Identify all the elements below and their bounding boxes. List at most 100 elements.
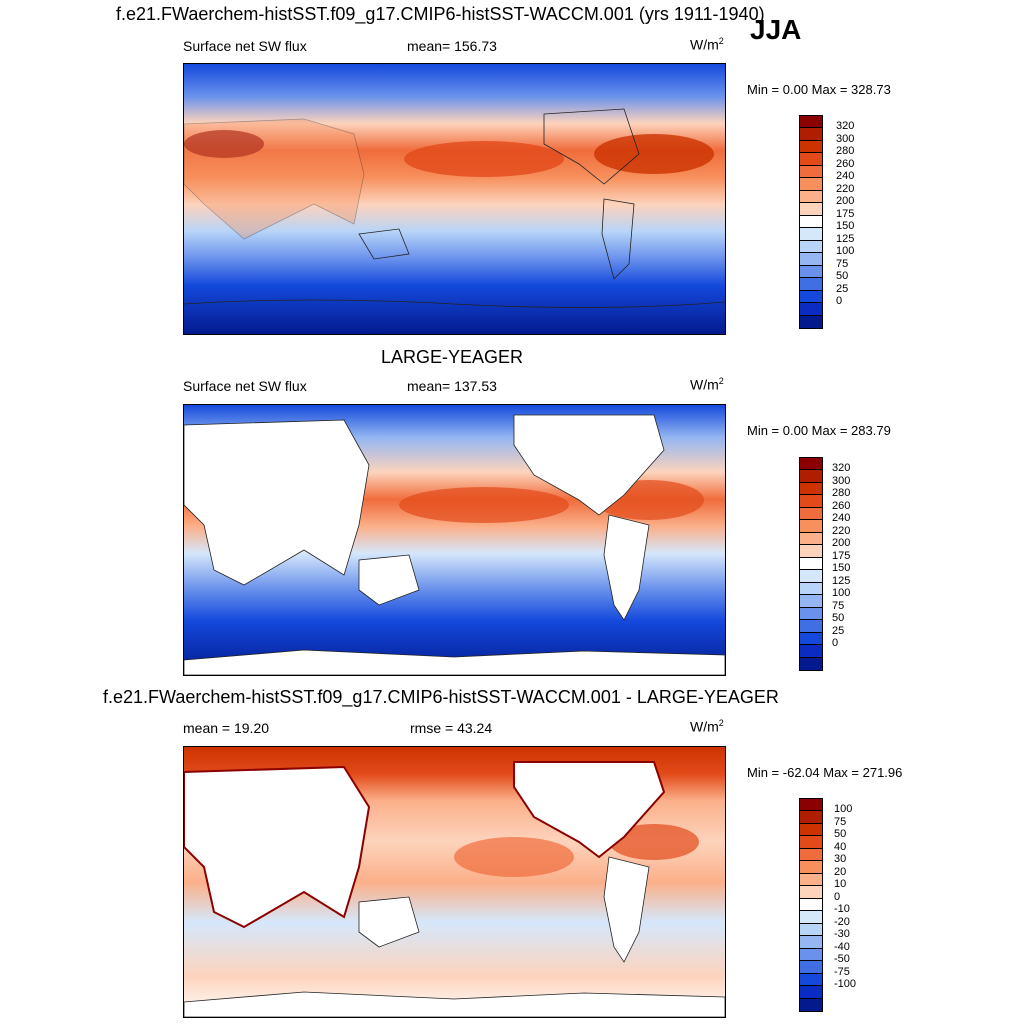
colorbar-segment: [800, 470, 822, 483]
south-america-land: [603, 514, 650, 621]
panel2-title: LARGE-YEAGER: [381, 347, 524, 367]
colorbar-tick-label: 20: [834, 865, 847, 878]
north-america-land: [513, 414, 665, 516]
australia-outline: [358, 228, 410, 260]
colorbar-segment: [800, 607, 822, 621]
panel1-minmax: Min = 0.00 Max = 328.73: [747, 82, 891, 97]
colorbar-tick-label: -40: [834, 940, 850, 953]
south-america-land: [603, 856, 650, 963]
colorbar-tick-label: -100: [834, 978, 857, 991]
sahara-high-region: [184, 130, 264, 158]
colorbar-tick-label: 50: [836, 270, 849, 283]
colorbar-segment: [800, 520, 822, 533]
colorbar-segment: [800, 657, 822, 670]
colorbar-segment: [800, 799, 822, 812]
colorbar-tick-label: 175: [836, 207, 855, 220]
antarctica-outline: [184, 299, 725, 308]
colorbar-tick-label: 260: [836, 157, 855, 170]
colorbar-tick-label: 0: [832, 637, 839, 650]
colorbar-tick-label: 25: [836, 282, 849, 295]
panel2-variable-label: Surface net SW flux: [183, 378, 307, 394]
panel2-minmax: Min = 0.00 Max = 283.79: [747, 423, 891, 438]
colorbar-segment: [800, 190, 822, 204]
colorbar-segment: [800, 873, 822, 887]
panel1-title: f.e21.FWaerchem-histSST.f09_g17.CMIP6-hi…: [116, 4, 765, 24]
north-america-outline: [543, 108, 640, 185]
colorbar-segment: [800, 290, 822, 304]
colorbar-segment: [800, 811, 822, 824]
panel3-map: [183, 746, 726, 1018]
colorbar-segment: [800, 948, 822, 962]
colorbar-segment: [800, 303, 822, 316]
colorbar-segment: [800, 986, 822, 999]
colorbar-tick-label: 40: [834, 840, 847, 853]
panel2-map: [183, 404, 726, 676]
colorbar-segment: [800, 228, 822, 241]
colorbar-segment: [800, 861, 822, 874]
antarctica-land: [184, 649, 725, 675]
colorbar-tick-label: 300: [832, 474, 851, 487]
colorbar-tick-label: 150: [832, 562, 851, 575]
colorbar-tick-label: -30: [834, 928, 850, 941]
colorbar-segment: [800, 178, 822, 191]
colorbar-tick-label: -75: [834, 965, 850, 978]
colorbar-tick-label: 220: [836, 182, 855, 195]
colorbar-segment: [800, 923, 822, 937]
colorbar-segment: [800, 532, 822, 546]
colorbar-tick-label: 50: [834, 828, 847, 841]
colorbar-segment: [800, 620, 822, 633]
panel1-variable-label: Surface net SW flux: [183, 38, 307, 54]
eurasia-africa-outline: [184, 118, 365, 240]
colorbar-segment: [800, 153, 822, 166]
panel1-map: [183, 63, 726, 335]
colorbar-segment: [800, 961, 822, 974]
panel3-colorbar: [799, 798, 823, 1012]
colorbar-tick-label: 125: [832, 574, 851, 587]
colorbar-tick-label: 150: [836, 220, 855, 233]
colorbar-tick-label: 50: [832, 612, 845, 625]
colorbar-segment: [800, 632, 822, 646]
colorbar-segment: [800, 128, 822, 141]
colorbar-tick-label: -50: [834, 953, 850, 966]
colorbar-tick-label: 240: [832, 512, 851, 525]
colorbar-tick-label: 240: [836, 170, 855, 183]
colorbar-segment: [800, 545, 822, 558]
colorbar-segment: [800, 315, 822, 328]
colorbar-tick-label: 75: [836, 257, 849, 270]
north-america-land: [513, 761, 666, 859]
colorbar-segment: [800, 482, 822, 496]
colorbar-segment: [800, 557, 822, 571]
panel2-units: W/m2: [690, 376, 724, 393]
colorbar-segment: [800, 911, 822, 924]
colorbar-tick-label: -20: [834, 915, 850, 928]
colorbar-tick-label: 0: [836, 295, 843, 308]
colorbar-segment: [800, 836, 822, 849]
panel3-rmse-label: rmse = 43.24: [410, 720, 493, 736]
colorbar-tick-label: 0: [834, 890, 841, 903]
colorbar-tick-label: 25: [832, 624, 845, 637]
colorbar-segment: [800, 165, 822, 179]
colorbar-segment: [800, 140, 822, 154]
colorbar-segment: [800, 823, 822, 837]
colorbar-segment: [800, 507, 822, 521]
colorbar-segment: [800, 936, 822, 949]
colorbar-tick-label: 220: [832, 524, 851, 537]
colorbar-segment: [800, 973, 822, 987]
panel1-colorbar: [799, 115, 823, 329]
panel3-units: W/m2: [690, 718, 724, 735]
antarctica-land: [184, 991, 725, 1017]
colorbar-segment: [800, 253, 822, 266]
colorbar-tick-label: 200: [832, 537, 851, 550]
colorbar-segment: [800, 595, 822, 608]
colorbar-tick-label: 100: [834, 803, 853, 816]
colorbar-segment: [800, 582, 822, 596]
colorbar-tick-label: 100: [836, 245, 855, 258]
colorbar-tick-label: 30: [834, 853, 847, 866]
colorbar-segment: [800, 240, 822, 254]
north-atlantic-high-region: [594, 134, 714, 174]
colorbar-tick-label: 125: [836, 232, 855, 245]
panel3-minmax: Min = -62.04 Max = 271.96: [747, 765, 903, 780]
colorbar-segment: [800, 215, 822, 229]
eurasia-africa-land: [184, 419, 370, 586]
colorbar-tick-label: 280: [832, 487, 851, 500]
